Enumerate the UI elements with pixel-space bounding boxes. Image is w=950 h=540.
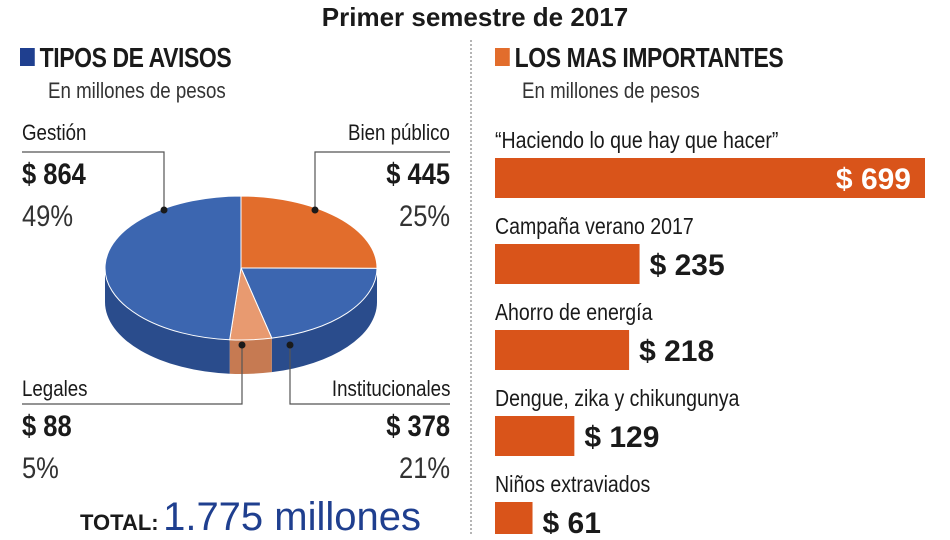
bar-value-label: $ 235	[650, 249, 725, 282]
leader-gestion	[22, 152, 164, 210]
bar-category-label: “Haciendo lo que hay que hacer”	[495, 128, 778, 154]
pie-side-legales	[230, 338, 272, 374]
leader-gestion-dot	[161, 207, 168, 214]
pie-slice-bien-publico	[241, 196, 377, 268]
pie-chart	[22, 152, 450, 404]
bar-2	[495, 244, 640, 284]
bar-value-label: $ 699	[836, 163, 911, 196]
bar-value-label: $ 218	[639, 335, 714, 368]
bar-value-label: $ 61	[543, 507, 601, 534]
leader-institucionales-dot	[287, 342, 294, 349]
bar-chart: “Haciendo lo que hay que hacer” $ 699 Camp…	[495, 128, 925, 534]
bar-5	[495, 502, 533, 534]
bar-category-label: Niños extraviados	[495, 472, 650, 498]
leader-bien-publico-dot	[312, 207, 319, 214]
leader-bien-publico	[315, 152, 450, 210]
bar-value-label: $ 129	[584, 421, 659, 454]
leader-legales-dot	[239, 342, 246, 349]
bar-category-label: Campaña verano 2017	[495, 214, 694, 240]
bar-4	[495, 416, 574, 456]
bar-category-label: Ahorro de energía	[495, 300, 653, 326]
bar-3	[495, 330, 629, 370]
bar-category-label: Dengue, zika y chikungunya	[495, 386, 739, 412]
